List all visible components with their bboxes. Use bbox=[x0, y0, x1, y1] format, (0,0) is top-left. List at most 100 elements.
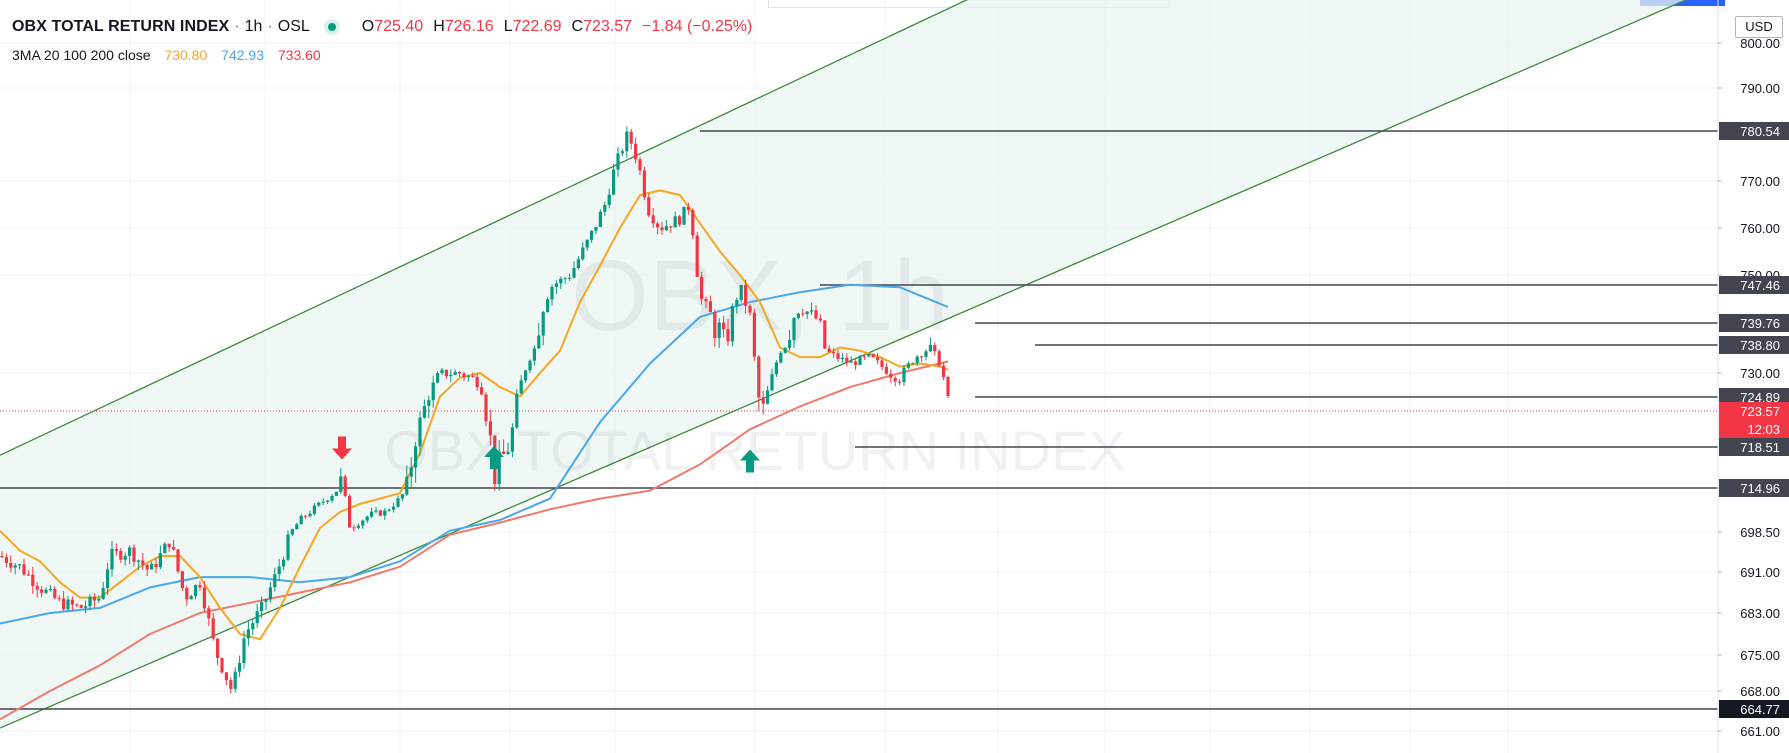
candle-body bbox=[801, 313, 805, 315]
market-status-icon[interactable] bbox=[323, 19, 340, 35]
candle-body bbox=[167, 543, 171, 548]
indicator-label: 3MA 20 100 200 close bbox=[12, 47, 151, 63]
candle-body bbox=[546, 299, 550, 312]
candle-body bbox=[497, 451, 501, 485]
candle-body bbox=[387, 509, 391, 511]
candle-body bbox=[119, 550, 123, 560]
candle-body bbox=[928, 345, 932, 352]
candle-body bbox=[40, 589, 44, 593]
candle-body bbox=[876, 357, 880, 361]
candle-body bbox=[867, 354, 871, 357]
candle-body bbox=[75, 604, 79, 606]
candle-body bbox=[568, 277, 572, 279]
candle-body bbox=[88, 596, 92, 607]
candle-body bbox=[840, 357, 844, 359]
candle-body bbox=[757, 356, 761, 398]
candle-body bbox=[541, 311, 545, 336]
candle-body bbox=[84, 606, 88, 608]
candle-body bbox=[735, 299, 739, 306]
axis-tick-label: 800.00 bbox=[1740, 36, 1780, 51]
candle-body bbox=[519, 380, 523, 394]
low-label: L bbox=[503, 18, 513, 35]
price-tag-label: 723.57 bbox=[1740, 404, 1780, 419]
candle-body bbox=[264, 599, 268, 602]
candle-body bbox=[286, 534, 290, 560]
symbol-name[interactable]: OBX TOTAL RETURN INDEX bbox=[12, 18, 230, 35]
candle-body bbox=[704, 298, 708, 302]
close-label: C bbox=[571, 18, 584, 35]
candle-body bbox=[581, 247, 585, 260]
down-arrow-icon bbox=[332, 436, 352, 460]
candle-body bbox=[576, 259, 580, 268]
candle-body bbox=[444, 369, 448, 377]
interval-label[interactable]: 1h bbox=[244, 18, 263, 35]
candle-body bbox=[123, 555, 127, 560]
candle-body bbox=[528, 360, 532, 371]
candle-body bbox=[400, 494, 404, 499]
candle-body bbox=[796, 313, 800, 318]
candle-body bbox=[458, 372, 462, 374]
candle-body bbox=[572, 267, 576, 278]
candle-body bbox=[396, 498, 400, 507]
candle-body bbox=[805, 311, 809, 315]
candle-body bbox=[101, 588, 105, 599]
candle-body bbox=[440, 369, 444, 374]
high-value: 726.16 bbox=[444, 18, 494, 35]
candle-body bbox=[559, 278, 563, 284]
candle-body bbox=[761, 397, 765, 404]
axis-tick-label: 683.00 bbox=[1740, 606, 1780, 621]
candle-body bbox=[766, 390, 770, 404]
candle-body bbox=[638, 159, 642, 171]
price-tag bbox=[1719, 336, 1789, 354]
candle-body bbox=[550, 286, 554, 300]
channel-upper-line bbox=[0, 0, 969, 456]
candle-body bbox=[356, 525, 360, 528]
candle-body bbox=[202, 587, 206, 609]
candle-body bbox=[370, 511, 374, 517]
candle-body bbox=[308, 513, 312, 517]
candle-body bbox=[321, 501, 325, 503]
candle-body bbox=[13, 565, 17, 568]
candle-body bbox=[31, 574, 35, 586]
candle-body bbox=[163, 543, 167, 554]
candle-body bbox=[141, 560, 145, 565]
candle-body bbox=[132, 547, 136, 562]
candle-body bbox=[92, 596, 96, 601]
candle-body bbox=[260, 601, 264, 612]
indicator-legend[interactable]: 3MA 20 100 200 close 730.80 742.93 733.6… bbox=[12, 47, 331, 63]
candle-body bbox=[22, 564, 26, 575]
candle-body bbox=[282, 559, 286, 567]
candle-body bbox=[158, 553, 162, 568]
candle-body bbox=[678, 216, 682, 225]
axis-tick-label: 730.00 bbox=[1740, 366, 1780, 381]
candle-body bbox=[647, 197, 651, 216]
candle-body bbox=[752, 312, 756, 357]
candle-body bbox=[880, 360, 884, 367]
price-tag bbox=[1719, 122, 1789, 140]
candle-body bbox=[378, 510, 382, 516]
candle-body bbox=[145, 564, 149, 570]
candle-body bbox=[920, 356, 924, 358]
candle-body bbox=[9, 562, 13, 568]
candle-body bbox=[515, 393, 519, 428]
candle-body bbox=[339, 476, 343, 492]
price-tag-label: 780.54 bbox=[1740, 124, 1780, 139]
top-toolbar-accent[interactable] bbox=[1640, 0, 1725, 6]
price-tag-label: 664.77 bbox=[1740, 702, 1780, 717]
price-tag bbox=[1719, 479, 1789, 497]
candle-body bbox=[70, 599, 74, 605]
candle-body bbox=[634, 143, 638, 160]
up-arrow-icon bbox=[740, 449, 760, 473]
candle-body bbox=[893, 377, 897, 382]
candle-body bbox=[154, 563, 158, 568]
candle-body bbox=[726, 329, 730, 342]
candle-body bbox=[810, 310, 814, 312]
candle-body bbox=[836, 353, 840, 359]
candle-body bbox=[273, 574, 277, 588]
currency-button[interactable]: USD bbox=[1735, 16, 1783, 38]
candle-body bbox=[933, 345, 937, 352]
axis-tick-label: 770.00 bbox=[1740, 174, 1780, 189]
candle-body bbox=[383, 510, 387, 516]
candle-body bbox=[603, 204, 607, 212]
